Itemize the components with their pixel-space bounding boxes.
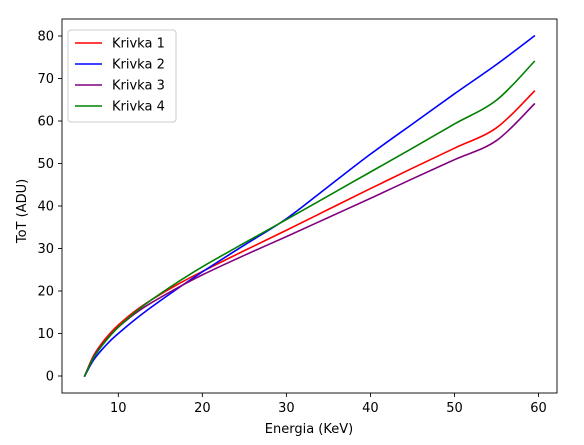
y-tick-label: 60: [37, 115, 54, 130]
legend-label-2: Krivka 2: [112, 58, 165, 73]
axes-layer: 10 20 30 40 50 60 0 10 20 30 40 50 60 70 80: [37, 18, 558, 416]
series-line-2: [83, 34, 536, 378]
legend: Krivka 1 Krivka 2 Krivka 3 Krivka 4: [67, 29, 177, 123]
y-tick-label: 20: [37, 285, 54, 300]
y-tick-label: 30: [37, 242, 54, 257]
y-tick-label: 10: [37, 327, 54, 342]
y-axis-label: ToT (ADU): [15, 179, 30, 244]
y-tick-label: 50: [37, 157, 54, 172]
x-tick-label: 20: [194, 401, 211, 416]
x-tick-label: 10: [110, 401, 127, 416]
legend-box: [67, 29, 177, 123]
series-layer: [83, 34, 536, 378]
y-tick-label: 40: [37, 200, 54, 215]
x-tick-label: 40: [362, 401, 379, 416]
y-tick-label: 70: [37, 72, 54, 87]
series-line-4: [83, 60, 536, 378]
legend-label-3: Krivka 3: [112, 79, 165, 94]
x-axis-label: Energia (KeV): [265, 422, 353, 437]
legend-label-4: Krivka 4: [112, 100, 165, 115]
y-tick-label: 80: [37, 30, 54, 45]
x-tick-label: 30: [278, 401, 295, 416]
y-tick-label: 0: [46, 370, 54, 385]
legend-label-1: Krivka 1: [112, 37, 165, 52]
x-tick-label: 60: [530, 401, 547, 416]
x-tick-label: 50: [446, 401, 463, 416]
